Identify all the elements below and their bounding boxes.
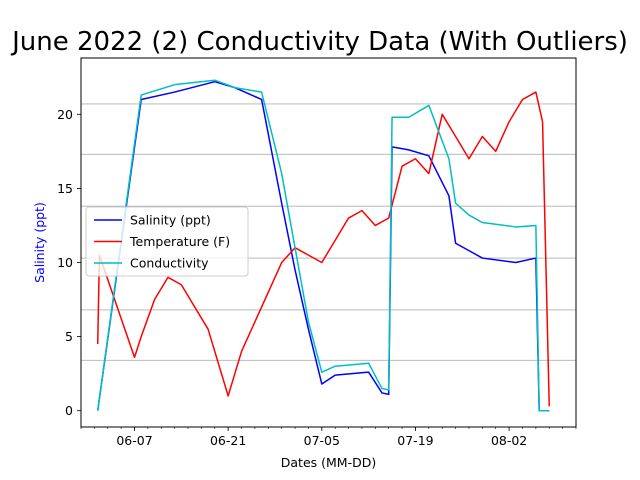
x-tick-label: 06-21	[210, 433, 246, 448]
x-axis-label: Dates (MM-DD)	[281, 455, 376, 470]
y-tick-label: 15	[57, 181, 73, 196]
chart-title: June 2022 (2) Conductivity Data (With Ou…	[10, 27, 628, 57]
legend-box	[85, 206, 249, 277]
series-lines	[96, 79, 550, 412]
legend-entry-label: Conductivity	[130, 256, 209, 271]
y-tick-label: 10	[57, 255, 73, 270]
x-tick-label: 08-02	[491, 433, 527, 448]
y-tick-label: 0	[65, 403, 73, 418]
y-axis-label: Salinity (ppt)	[32, 202, 47, 283]
legend: Salinity (ppt) Temperature (F) Conductivit…	[85, 206, 249, 277]
y-tick-label: 5	[65, 329, 73, 344]
x-tick-label: 07-19	[397, 433, 433, 448]
y-axis: 0 5 10 15 20	[57, 107, 81, 418]
x-tick-label: 06-07	[116, 433, 152, 448]
x-tick-label: 07-05	[304, 433, 340, 448]
series-line	[96, 91, 550, 407]
y-tick-label: 20	[57, 107, 73, 122]
plot-frame	[80, 57, 577, 428]
series-line	[96, 79, 550, 412]
legend-entry-label: Temperature (F)	[129, 234, 230, 249]
legend-entry-label: Salinity (ppt)	[130, 213, 211, 228]
x-axis: 06-07 06-21 07-05 07-19 08-02	[80, 427, 577, 448]
